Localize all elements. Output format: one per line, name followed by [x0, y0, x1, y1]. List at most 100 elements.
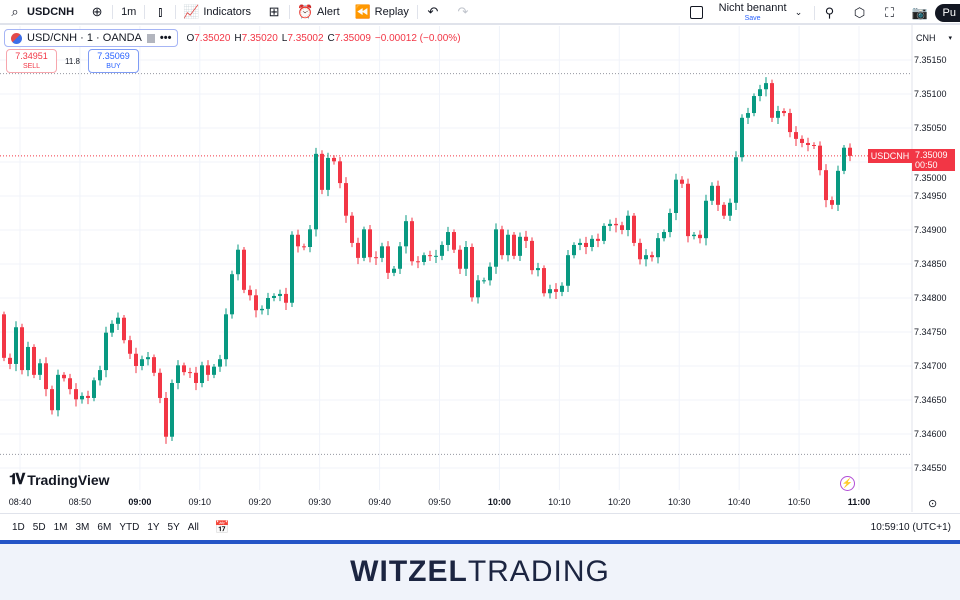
- divider: [416, 4, 418, 19]
- compare-button[interactable]: ⊕: [82, 1, 112, 23]
- tradingview-logo[interactable]: 𝟏𝐕 TradingView: [9, 471, 110, 488]
- chart-legend: USD/CNH · 1 · OANDA ••• O7.35020 H7.3502…: [4, 29, 461, 47]
- change-value: −0.00012 (−0.00%): [374, 32, 461, 44]
- range-3m[interactable]: 3M: [75, 521, 90, 533]
- symbol-name: USDCNH: [27, 5, 75, 18]
- price-tick-label: 7.34650: [914, 395, 947, 405]
- candle-body: [668, 213, 672, 233]
- layouts-button[interactable]: ⊞: [259, 1, 289, 23]
- undo-button[interactable]: ↶: [418, 1, 448, 23]
- fullscreen-button[interactable]: ⛶: [875, 2, 905, 24]
- candle-body: [212, 366, 216, 375]
- candle-body: [494, 229, 498, 267]
- save-link[interactable]: Save: [744, 15, 761, 22]
- candle-body: [128, 340, 132, 354]
- lightning-icon[interactable]: ⚡: [840, 476, 855, 491]
- more-icon[interactable]: •••: [159, 32, 172, 44]
- sell-button[interactable]: 7.34951 SELL: [6, 49, 57, 73]
- candle-body: [584, 242, 588, 247]
- divider: [175, 4, 177, 19]
- range-5d[interactable]: 5D: [32, 521, 46, 533]
- range-6m[interactable]: 6M: [97, 521, 112, 533]
- candle-body: [200, 365, 204, 383]
- candle-body: [224, 314, 228, 360]
- range-5y[interactable]: 5Y: [167, 521, 180, 533]
- candle-body: [620, 225, 624, 230]
- indicators-icon: 📈: [183, 3, 200, 19]
- candle-body: [152, 357, 156, 373]
- range-1y[interactable]: 1Y: [147, 521, 160, 533]
- symbol-legend[interactable]: USD/CNH · 1 · OANDA •••: [4, 29, 179, 47]
- symbol-search-button[interactable]: ⌕ USDCNH: [0, 1, 82, 23]
- candle-body: [500, 229, 504, 256]
- ohlc-values: O7.35020 H7.35020 L7.35002 C7.35009 −0.0…: [186, 33, 460, 44]
- clock[interactable]: 10:59:10 (UTC+1): [870, 522, 951, 533]
- square-icon: [689, 6, 703, 19]
- bottom-toolbar: 1D 5D 1M 3M 6M YTD 1Y 5Y All 📅 10:59:10 (UTC+1): [0, 513, 960, 540]
- candle-body: [632, 215, 636, 243]
- candle-body: [302, 246, 306, 248]
- candle-body: [614, 223, 618, 226]
- time-tick-label: 10:00: [487, 497, 511, 507]
- candle-body: [770, 83, 774, 118]
- current-price: 7.35009: [915, 150, 948, 160]
- candle-body: [206, 365, 210, 375]
- fullscreen-icon: ⛶: [884, 4, 895, 20]
- spread-value: 11.8: [65, 56, 80, 66]
- axis-settings-icon[interactable]: ⊙: [928, 498, 938, 510]
- settings-button[interactable]: ⬡: [845, 2, 875, 24]
- candle-body: [836, 170, 840, 205]
- chevron-down-icon: ⌄: [794, 7, 803, 17]
- flag-marker-icon[interactable]: [146, 33, 155, 43]
- quick-search-button[interactable]: ⚲: [815, 2, 845, 24]
- candle-body: [812, 145, 816, 146]
- candle-body: [182, 365, 186, 373]
- price-chart[interactable]: [0, 0, 960, 540]
- range-ytd[interactable]: YTD: [119, 521, 140, 533]
- layout-checkbox[interactable]: [682, 2, 711, 24]
- time-tick-label: 09:20: [248, 497, 271, 507]
- candle-body: [158, 372, 162, 398]
- alert-button[interactable]: ⏰ Alert: [290, 1, 348, 23]
- range-1m[interactable]: 1M: [53, 521, 68, 533]
- candle-body: [188, 372, 192, 374]
- candle-body: [506, 234, 510, 256]
- publish-button[interactable]: Pu: [934, 3, 960, 22]
- candle-body: [488, 266, 492, 281]
- price-tick-label: 7.34600: [914, 429, 947, 439]
- buy-button[interactable]: 7.35069 BUY: [87, 49, 139, 73]
- chart-type-button[interactable]: ⫾: [145, 1, 175, 23]
- replay-button[interactable]: ⏪ Replay: [348, 1, 417, 23]
- price-tick-label: 7.34800: [914, 293, 947, 303]
- candle-body: [596, 238, 600, 241]
- candle-body: [536, 268, 540, 271]
- currency-select[interactable]: CNH ▾: [913, 30, 955, 46]
- layout-menu-button[interactable]: Nicht benannt Save ⌄: [711, 2, 814, 24]
- candle-body: [644, 255, 648, 260]
- candle-body: [758, 89, 762, 97]
- currency-label: CNH: [916, 33, 936, 43]
- interval-label: 1m: [121, 5, 137, 18]
- bar-countdown: 00:50: [915, 160, 938, 170]
- divider: [813, 5, 815, 20]
- range-1d[interactable]: 1D: [12, 521, 25, 533]
- candle-body: [578, 242, 582, 245]
- candle-body: [320, 153, 324, 190]
- date-range-icon[interactable]: 📅: [214, 520, 230, 534]
- range-buttons: 1D 5D 1M 3M 6M YTD 1Y 5Y All: [0, 522, 203, 533]
- range-all[interactable]: All: [187, 521, 199, 533]
- candle-body: [518, 236, 522, 256]
- indicators-button[interactable]: 📈 Indicators: [176, 1, 259, 23]
- candle-body: [314, 153, 318, 230]
- low-value: 7.35002: [287, 32, 324, 44]
- camera-icon: 📷: [911, 4, 928, 20]
- candle-body: [140, 359, 144, 366]
- candle-body: [722, 204, 726, 216]
- replay-label: Replay: [374, 5, 409, 18]
- interval-button[interactable]: 1m: [113, 1, 144, 23]
- candle-body: [332, 157, 336, 162]
- redo-button[interactable]: ↷: [448, 1, 478, 23]
- snapshot-button[interactable]: 📷: [905, 2, 935, 24]
- divider: [144, 4, 146, 19]
- candle-body: [344, 183, 348, 216]
